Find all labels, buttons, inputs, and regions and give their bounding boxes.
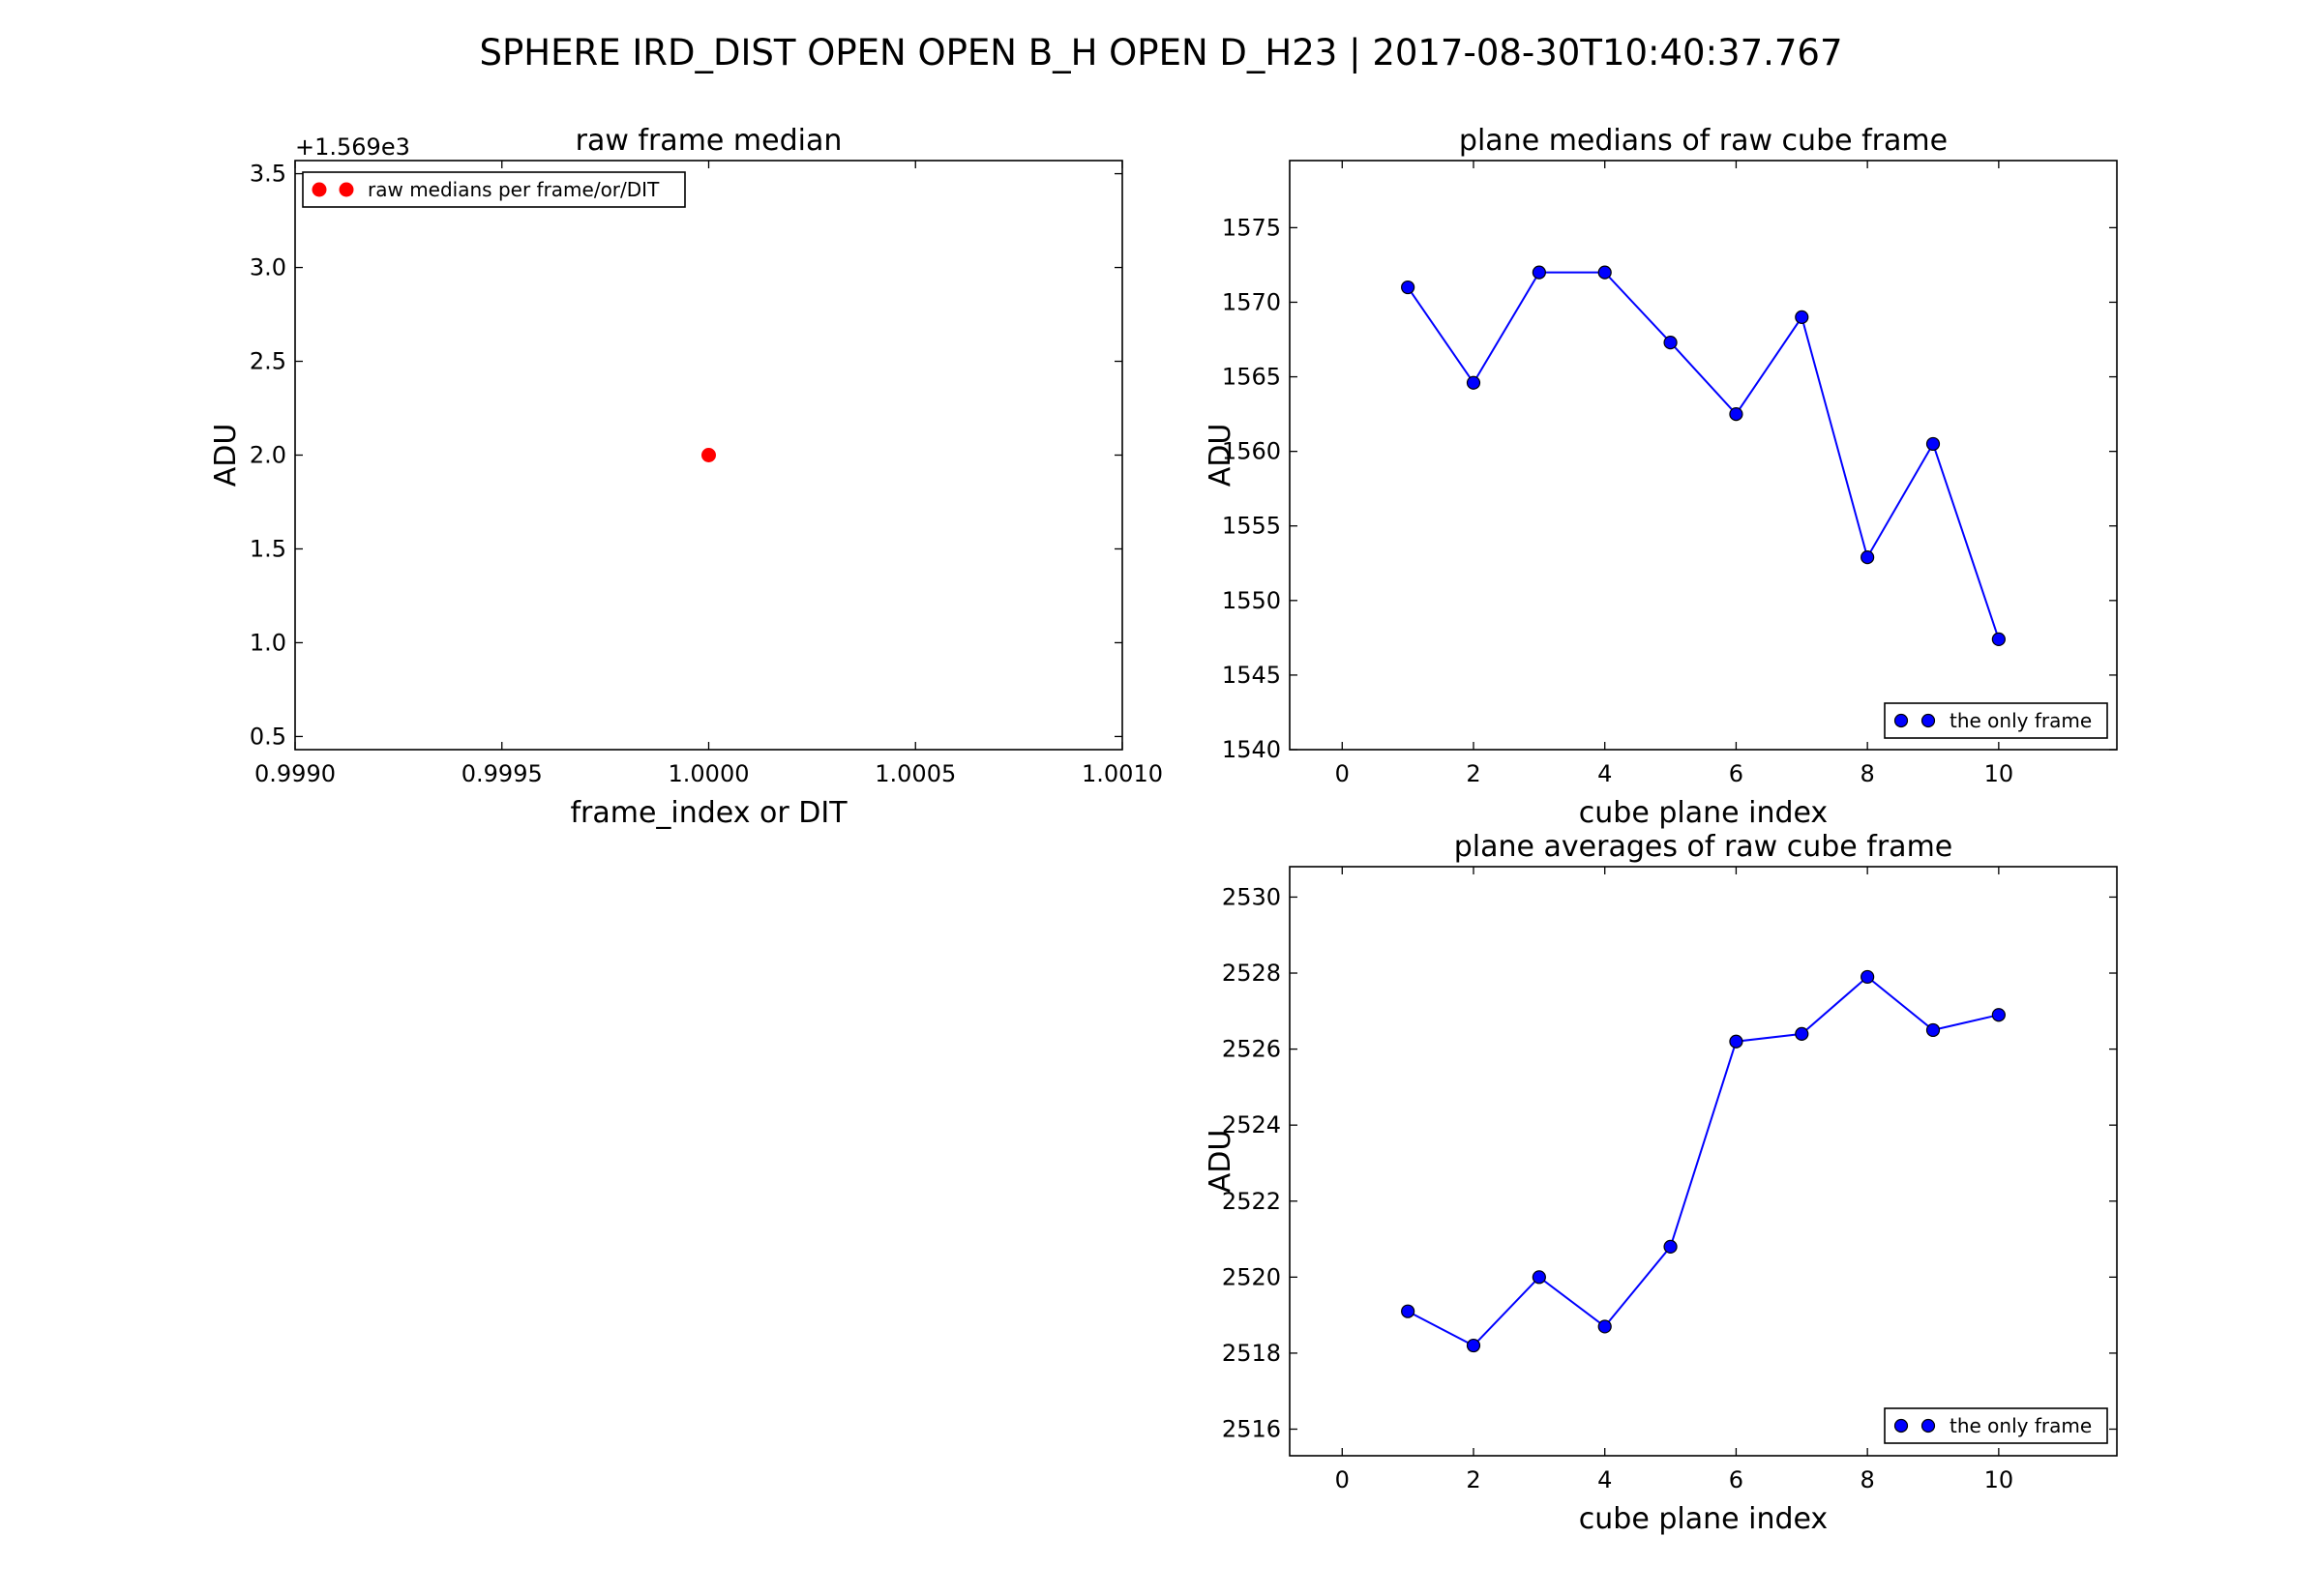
- y-tick-label: 1560: [1222, 438, 1281, 465]
- plot-frame: [1289, 160, 2118, 751]
- x-axis-label: cube plane index: [1579, 796, 1828, 830]
- chart-panel-2: plane medians of raw cube frame 0 2 4 6 8 10 15…: [1204, 124, 2118, 830]
- legend-marker: [1920, 713, 1936, 728]
- data-point: [1925, 1022, 1941, 1038]
- y-tick-label: 3.5: [250, 161, 286, 188]
- y-tick-label: 1550: [1222, 587, 1281, 614]
- y-tick-label: 1570: [1222, 288, 1281, 315]
- y-axis-label: ADU: [1204, 1130, 1237, 1194]
- plot-frame: [1289, 866, 2118, 1457]
- data-point: [1401, 1304, 1415, 1318]
- x-tick-label: 1.0010: [1082, 760, 1163, 787]
- y-axis-label: ADU: [1204, 424, 1237, 488]
- legend-marker: [1920, 1418, 1936, 1433]
- x-tick-label: 8: [1861, 1466, 1875, 1493]
- y-axis-label: ADU: [209, 424, 243, 488]
- legend-marker: [1893, 1418, 1909, 1433]
- data-point: [1597, 265, 1612, 280]
- x-tick-label: 2: [1466, 1466, 1480, 1493]
- y-tick-label: 2526: [1222, 1036, 1281, 1063]
- chart-title: plane averages of raw cube frame: [1454, 830, 1953, 864]
- figure-title: SPHERE IRD_DIST OPEN OPEN B_H OPEN D_H23…: [480, 32, 1843, 74]
- legend: raw medians per frame/or/DIT: [302, 171, 686, 208]
- y-tick-label: 2518: [1222, 1340, 1281, 1367]
- chart-title: raw frame median: [576, 124, 843, 158]
- y-tick-label: 2522: [1222, 1188, 1281, 1215]
- legend: the only frame: [1884, 1407, 2108, 1444]
- chart-title: plane medians of raw cube frame: [1459, 124, 1948, 158]
- y-tick-label: 0.5: [250, 723, 286, 750]
- data-point: [1729, 1034, 1743, 1049]
- x-tick-label: 2: [1466, 760, 1480, 787]
- data-point: [1861, 550, 1875, 565]
- legend-label: the only frame: [1950, 1414, 2092, 1437]
- series-1: [1401, 969, 2006, 1353]
- y-tick-label: 3.0: [250, 254, 286, 281]
- y-tick-label: 1540: [1222, 736, 1281, 763]
- series-line: [1407, 271, 2000, 640]
- y-tick-label: 1555: [1222, 513, 1281, 540]
- y-tick-label: 1565: [1222, 364, 1281, 391]
- x-axis-label: frame_index or DIT: [570, 796, 848, 830]
- panels: raw frame median 0.9990 0.9995 1.0000 1.0005…: [209, 124, 2118, 1536]
- y-tick-label: 1.0: [250, 629, 286, 656]
- series-line: [1407, 975, 2000, 1347]
- x-tick-label: 0.9995: [461, 760, 543, 787]
- legend-marker: [312, 182, 327, 197]
- legend: the only frame: [1884, 702, 2108, 739]
- x-tick-label: 0: [1335, 1466, 1350, 1493]
- y-offset-text: +1.569e3: [295, 133, 410, 161]
- data-point: [1729, 407, 1743, 422]
- y-tick-label: 2520: [1222, 1263, 1281, 1290]
- data-point: [1466, 1338, 1481, 1353]
- legend-marker: [339, 182, 354, 197]
- x-tick-label: 0.9990: [254, 760, 336, 787]
- data-point: [1991, 632, 2006, 647]
- x-tick-label: 10: [1984, 760, 2014, 787]
- y-tick-label: 2516: [1222, 1415, 1281, 1442]
- data-point: [1795, 310, 1809, 324]
- series-1: [1401, 265, 2006, 647]
- y-tick-label: 1545: [1222, 662, 1281, 689]
- chart-panel-3: plane averages of raw cube frame 0 2 4 6 8 10 2…: [1204, 830, 2118, 1536]
- legend-box: [302, 171, 686, 208]
- data-point: [1466, 375, 1481, 390]
- data-point: [1663, 335, 1678, 350]
- data-point: [1925, 436, 1941, 452]
- y-tick-label: 2528: [1222, 960, 1281, 987]
- data-point: [1861, 969, 1875, 985]
- y-tick-label: 2524: [1222, 1111, 1281, 1138]
- data-point: [1597, 1319, 1612, 1334]
- x-tick-label: 10: [1984, 1466, 2014, 1493]
- x-tick-label: 1.0005: [875, 760, 956, 787]
- data-point: [1795, 1026, 1809, 1041]
- series-1: [701, 448, 716, 462]
- chart-panel-1: raw frame median 0.9990 0.9995 1.0000 1.0005…: [209, 124, 1163, 830]
- data-point: [1663, 1239, 1678, 1255]
- x-tick-label: 6: [1729, 1466, 1743, 1493]
- data-point: [1532, 1270, 1546, 1285]
- y-tick-label: 2.5: [250, 348, 286, 375]
- x-tick-label: 4: [1597, 760, 1612, 787]
- data-point: [701, 448, 716, 462]
- y-tick-label: 1.5: [250, 535, 286, 562]
- legend-label: the only frame: [1950, 709, 2092, 732]
- data-point: [1532, 265, 1546, 280]
- legend-label: raw medians per frame/or/DIT: [368, 178, 660, 201]
- x-tick-label: 4: [1597, 1466, 1612, 1493]
- data-point: [1991, 1008, 2006, 1022]
- y-tick-label: 1575: [1222, 214, 1281, 241]
- x-tick-label: 1.0000: [669, 760, 750, 787]
- x-tick-label: 6: [1729, 760, 1743, 787]
- x-axis-label: cube plane index: [1579, 1502, 1828, 1536]
- y-tick-label: 2530: [1222, 883, 1281, 910]
- legend-marker: [1893, 713, 1909, 728]
- y-tick-label: 2.0: [250, 442, 286, 469]
- data-point: [1401, 280, 1415, 295]
- x-tick-label: 8: [1861, 760, 1875, 787]
- x-tick-label: 0: [1335, 760, 1350, 787]
